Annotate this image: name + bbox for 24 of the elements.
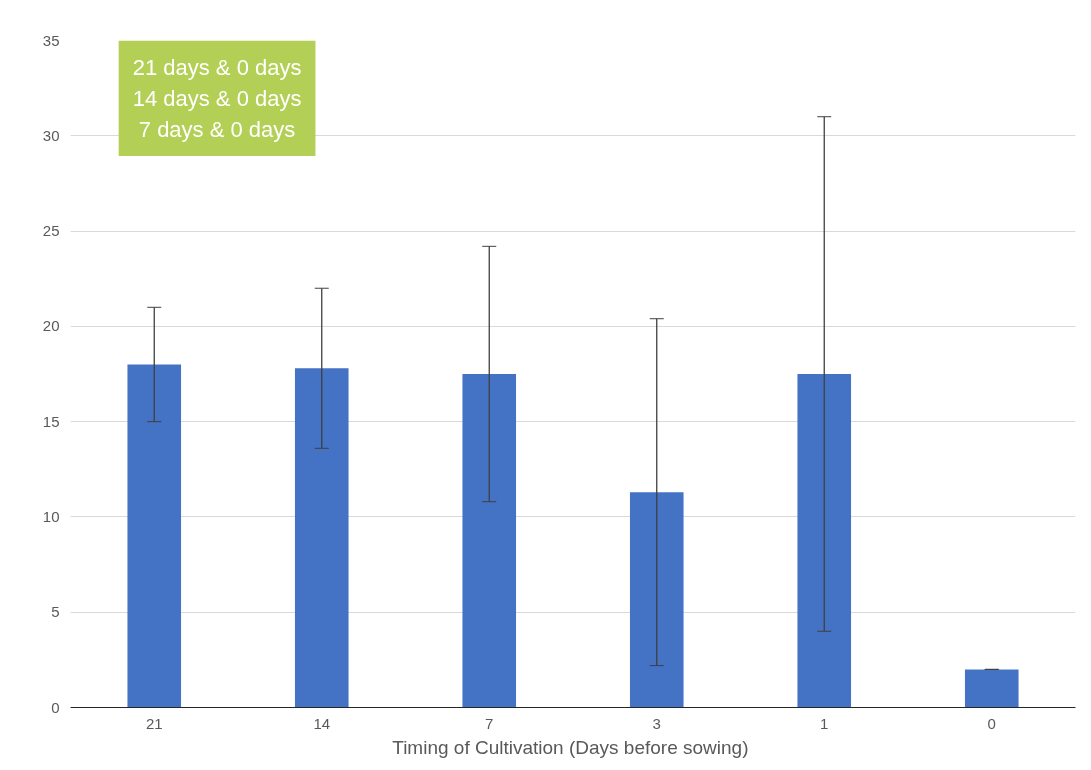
x-tick-label: 14 bbox=[313, 714, 331, 732]
annotation: 14 days & 0 days bbox=[132, 85, 302, 111]
bar bbox=[462, 374, 517, 708]
y-tick-label: 20 bbox=[42, 317, 60, 335]
y-tick-label: 5 bbox=[51, 603, 60, 621]
bar bbox=[294, 368, 349, 708]
y-tick-label: 10 bbox=[42, 507, 60, 525]
x-tick-label: 0 bbox=[987, 714, 996, 732]
x-axis-title: Timing of Cultivation (Days before sowing) bbox=[392, 736, 749, 758]
x-tick-label: 21 bbox=[145, 714, 163, 732]
x-tick-label: 7 bbox=[485, 714, 494, 732]
annotation: 7 days & 0 days bbox=[138, 117, 296, 142]
bar bbox=[127, 364, 182, 708]
y-tick-label: 30 bbox=[42, 126, 60, 144]
x-tick-label: 3 bbox=[652, 714, 661, 732]
bar bbox=[629, 492, 684, 708]
bar bbox=[797, 374, 852, 708]
x-tick-label: 1 bbox=[820, 714, 829, 732]
y-tick-label: 35 bbox=[42, 31, 60, 49]
bar bbox=[964, 669, 1019, 708]
y-tick-label: 0 bbox=[51, 698, 60, 716]
y-tick-label: 25 bbox=[42, 222, 60, 240]
annotation: 21 days & 0 days bbox=[132, 54, 302, 80]
y-tick-label: 15 bbox=[42, 412, 60, 430]
